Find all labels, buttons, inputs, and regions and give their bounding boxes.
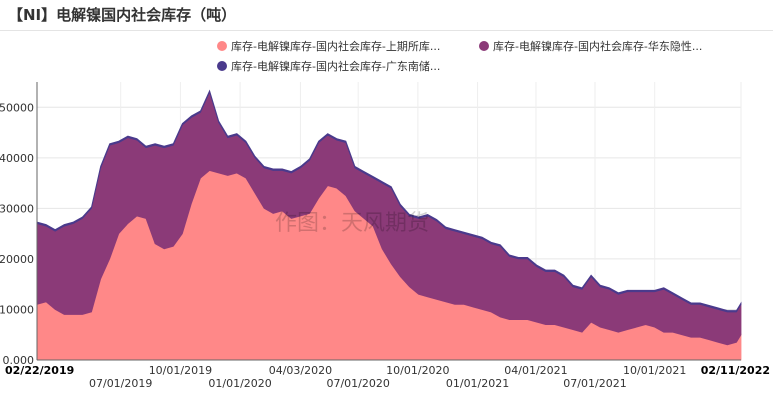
x-tick-label: 07/01/2019 bbox=[89, 377, 152, 390]
x-tick-label: 04/01/2021 bbox=[504, 364, 567, 377]
tick-labels: 0.000 10000 20000 30000 40000 50000 02/22/2019… bbox=[0, 101, 770, 390]
x-tick-label: 01/01/2021 bbox=[446, 377, 509, 390]
x-tick-label: 07/01/2021 bbox=[563, 377, 626, 390]
y-tick-label: 10000 bbox=[0, 303, 34, 316]
legend-label: 库存-电解镍库存-国内社会库存-广东南储... bbox=[231, 59, 440, 73]
y-tick-label: 30000 bbox=[0, 202, 34, 215]
chart-title: 【NI】电解镍国内社会库存（吨） bbox=[8, 6, 237, 24]
y-tick-label: 20000 bbox=[0, 253, 34, 266]
legend-marker bbox=[479, 41, 489, 51]
x-tick-label: 04/03/2020 bbox=[269, 364, 332, 377]
legend: 库存-电解镍库存-国内社会库存-上期所库... 库存-电解镍库存-国内社会库存-华… bbox=[217, 39, 702, 73]
legend-label: 库存-电解镍库存-国内社会库存-华东隐性... bbox=[493, 39, 702, 53]
x-tick-label: 02/11/2022 bbox=[701, 364, 770, 377]
x-tick-label: 10/01/2019 bbox=[149, 364, 212, 377]
y-tick-label: 40000 bbox=[0, 152, 34, 165]
legend-label: 库存-电解镍库存-国内社会库存-上期所库... bbox=[231, 39, 440, 53]
x-tick-label: 07/01/2020 bbox=[326, 377, 389, 390]
x-tick-label: 02/22/2019 bbox=[5, 364, 74, 377]
x-tick-label: 10/01/2021 bbox=[623, 364, 686, 377]
y-tick-label: 50000 bbox=[0, 101, 34, 114]
y-tick-label: 0.000 bbox=[3, 354, 35, 367]
area-series-3 bbox=[36, 89, 742, 313]
axes bbox=[36, 82, 741, 361]
title-bar: 【NI】电解镍国内社会库存（吨） bbox=[0, 0, 773, 31]
legend-marker bbox=[217, 61, 227, 71]
x-tick-label: 10/01/2020 bbox=[386, 364, 449, 377]
legend-marker bbox=[217, 41, 227, 51]
watermark: 作图：天风期货 bbox=[275, 211, 429, 236]
x-tick-label: 01/01/2020 bbox=[208, 377, 271, 390]
